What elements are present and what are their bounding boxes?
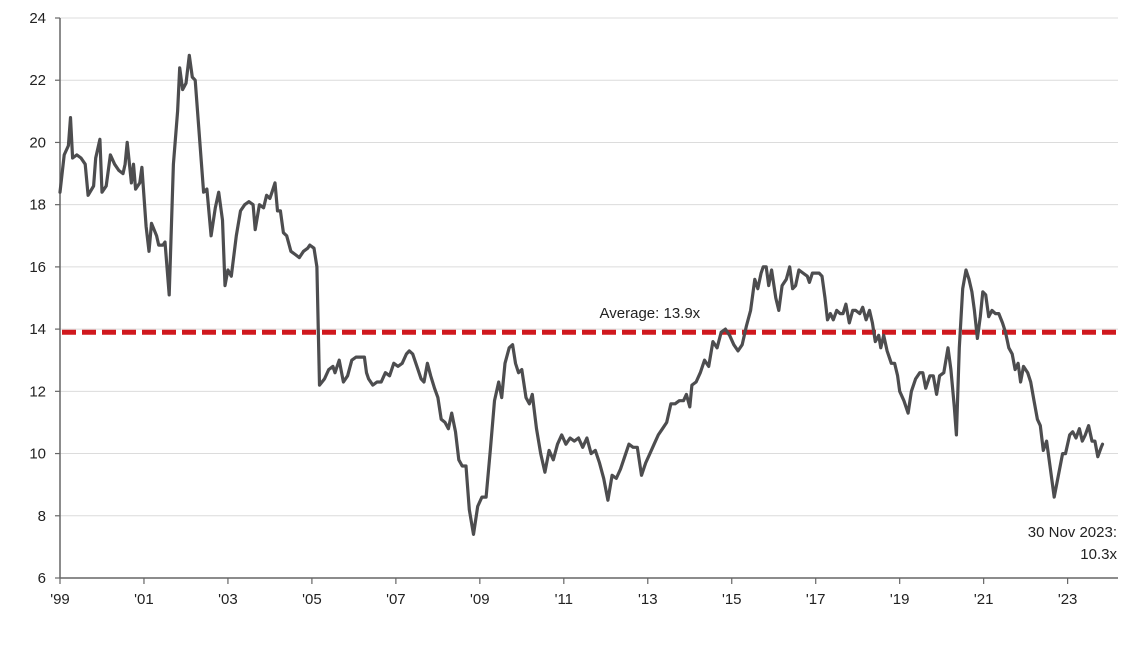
- y-tick-label: 20: [29, 134, 46, 151]
- y-tick-labels: 6 8 10 12 14 16 18 20 22 24: [29, 10, 60, 587]
- x-tick-label: '21: [974, 591, 994, 608]
- x-tick-label: '99: [50, 591, 70, 608]
- y-tick-label: 8: [38, 508, 46, 525]
- x-tick-label: '09: [470, 591, 490, 608]
- x-tick-label: '05: [302, 591, 322, 608]
- axes: [59, 18, 1118, 579]
- y-tick-label: 10: [29, 446, 46, 463]
- x-tick-label: '17: [806, 591, 826, 608]
- latest-value-annotation: 30 Nov 2023: 10.3x: [1028, 524, 1118, 563]
- annotation-line: 30 Nov 2023:: [1028, 524, 1117, 541]
- x-tick-label: '15: [722, 591, 742, 608]
- series-layer: [58, 53, 1105, 536]
- series-line: [58, 53, 1105, 536]
- reference-lines: Average: 13.9x: [62, 305, 1118, 335]
- y-tick-label: 22: [29, 72, 46, 89]
- gridlines: [60, 17, 1118, 517]
- y-tick-label: 24: [29, 10, 46, 27]
- average-label: Average: 13.9x: [600, 305, 701, 322]
- x-tick-label: '03: [218, 591, 238, 608]
- y-tick-label: 16: [29, 259, 46, 276]
- x-tick-label: '13: [638, 591, 658, 608]
- y-tick-label: 18: [29, 197, 46, 214]
- x-tick-label: '23: [1058, 591, 1078, 608]
- y-tick-label: 12: [29, 383, 46, 400]
- x-tick-label: '07: [386, 591, 406, 608]
- annotations: 30 Nov 2023: 10.3x: [1028, 524, 1118, 563]
- x-tick-label: '11: [555, 591, 573, 608]
- x-tick-label: '01: [134, 591, 154, 608]
- annotation-line: 10.3x: [1080, 546, 1117, 563]
- y-tick-label: 14: [29, 321, 46, 338]
- y-tick-label: 6: [38, 570, 46, 587]
- x-tick-labels: '99 '01 '03 '05 '07 '09 '11 '13 '15 '17 '19 '21 '23: [50, 578, 1077, 608]
- x-tick-label: '19: [890, 591, 910, 608]
